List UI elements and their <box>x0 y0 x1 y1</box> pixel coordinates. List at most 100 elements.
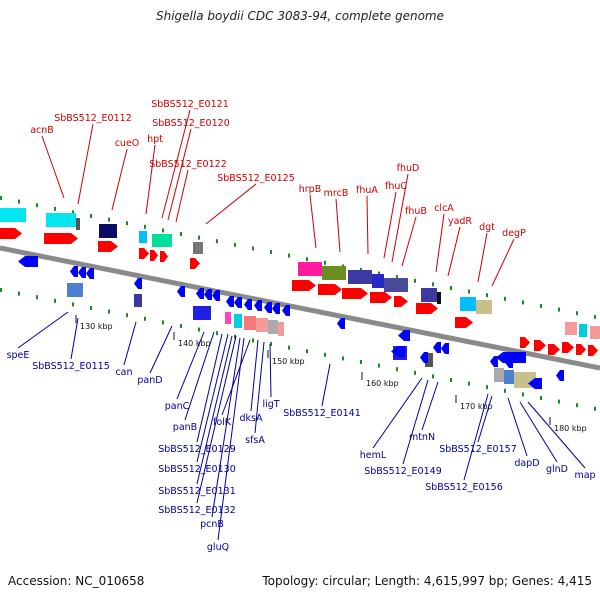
reverse-gene-arrow[interactable] <box>86 268 94 279</box>
feature-block[interactable] <box>152 234 172 247</box>
gene-label[interactable]: sfsA <box>245 435 265 446</box>
gene-label[interactable]: SbBS512_E0130 <box>158 464 236 475</box>
forward-gene-arrow[interactable] <box>576 344 586 355</box>
gene-label[interactable]: hrpB <box>299 184 321 195</box>
gene-label[interactable]: panD <box>137 375 162 386</box>
feature-block[interactable] <box>99 224 117 238</box>
feature-block[interactable] <box>421 288 437 302</box>
forward-gene-arrow[interactable] <box>588 345 598 356</box>
feature-block[interactable] <box>298 262 322 276</box>
reverse-gene-arrow[interactable] <box>78 267 86 278</box>
reverse-gene-arrow[interactable] <box>398 330 410 341</box>
gene-label[interactable]: panB <box>173 422 197 433</box>
gene-label[interactable]: cueO <box>115 138 140 149</box>
feature-block[interactable] <box>565 322 577 335</box>
reverse-gene-arrow[interactable] <box>528 378 542 389</box>
feature-block[interactable] <box>579 324 587 337</box>
reverse-gene-arrow[interactable] <box>212 290 220 301</box>
feature-block[interactable] <box>46 213 76 227</box>
feature-block[interactable] <box>234 314 242 328</box>
feature-block[interactable] <box>278 322 284 336</box>
forward-gene-arrow[interactable] <box>370 292 392 303</box>
forward-gene-arrow[interactable] <box>416 303 438 314</box>
reverse-gene-arrow[interactable] <box>433 342 441 353</box>
reverse-gene-arrow[interactable] <box>420 352 428 363</box>
feature-block[interactable] <box>476 300 492 314</box>
feature-block[interactable] <box>460 297 476 311</box>
feature-block[interactable] <box>504 370 514 384</box>
forward-gene-arrow[interactable] <box>44 233 78 244</box>
reverse-gene-arrow[interactable] <box>234 297 242 308</box>
reverse-gene-arrow[interactable] <box>441 343 449 354</box>
reverse-gene-arrow[interactable] <box>490 356 498 367</box>
gene-label[interactable]: SbBS512_E0121 <box>151 99 229 110</box>
feature-block[interactable] <box>590 326 600 339</box>
feature-block[interactable] <box>67 283 83 297</box>
reverse-gene-arrow[interactable] <box>196 288 204 299</box>
forward-gene-arrow[interactable] <box>394 296 408 307</box>
feature-block[interactable] <box>244 316 256 330</box>
gene-label[interactable]: dgt <box>479 222 495 233</box>
gene-label[interactable]: gluQ <box>207 542 229 553</box>
reverse-gene-arrow[interactable] <box>264 302 272 313</box>
forward-gene-arrow[interactable] <box>139 248 149 259</box>
gene-label[interactable]: SbBS512_E0156 <box>425 482 503 493</box>
feature-block[interactable] <box>256 318 268 332</box>
reverse-gene-arrow[interactable] <box>337 318 345 329</box>
feature-block[interactable] <box>372 274 384 288</box>
gene-label[interactable]: SbBS512_E0120 <box>152 118 230 129</box>
feature-block[interactable] <box>193 242 203 254</box>
forward-gene-arrow[interactable] <box>150 250 158 261</box>
gene-label[interactable]: SbBS512_E0125 <box>217 173 295 184</box>
reverse-gene-arrow[interactable] <box>505 357 513 368</box>
reverse-gene-arrow[interactable] <box>18 256 38 267</box>
gene-label[interactable]: SbBS512_E0112 <box>54 113 132 124</box>
gene-label[interactable]: SbBS512_E0141 <box>283 408 361 419</box>
forward-gene-arrow[interactable] <box>548 344 560 355</box>
gene-label[interactable]: hemL <box>360 450 387 461</box>
gene-label[interactable]: dapD <box>514 458 539 469</box>
feature-block[interactable] <box>139 231 147 243</box>
gene-label[interactable]: pcnB <box>200 519 224 530</box>
reverse-gene-arrow[interactable] <box>282 305 290 316</box>
reverse-gene-arrow[interactable] <box>272 303 280 314</box>
reverse-gene-arrow[interactable] <box>70 266 78 277</box>
feature-block[interactable] <box>494 368 504 382</box>
reverse-gene-arrow[interactable] <box>204 289 212 300</box>
feature-block[interactable] <box>76 218 80 230</box>
gene-label[interactable]: mtnN <box>409 432 435 443</box>
gene-label[interactable]: map <box>574 470 595 481</box>
reverse-gene-arrow[interactable] <box>254 300 262 311</box>
reverse-gene-arrow[interactable] <box>177 286 185 297</box>
forward-gene-arrow[interactable] <box>190 258 200 269</box>
reverse-gene-arrow[interactable] <box>391 346 405 357</box>
gene-label[interactable]: hpt <box>147 134 163 145</box>
gene-label[interactable]: SbBS512_E0122 <box>149 159 227 170</box>
forward-gene-arrow[interactable] <box>160 251 168 262</box>
gene-label[interactable]: clcA <box>434 203 454 214</box>
feature-block[interactable] <box>348 270 372 284</box>
feature-block[interactable] <box>225 312 231 324</box>
forward-gene-arrow[interactable] <box>342 288 368 299</box>
gene-label[interactable]: acnB <box>30 125 54 136</box>
gene-label[interactable]: mrcB <box>324 188 349 199</box>
gene-label[interactable]: SbBS512_E0131 <box>158 486 236 497</box>
forward-gene-arrow[interactable] <box>534 340 546 351</box>
gene-label[interactable]: dksA <box>240 413 263 424</box>
gene-label[interactable]: degP <box>502 228 526 239</box>
feature-block[interactable] <box>0 208 26 222</box>
feature-block[interactable] <box>437 292 441 304</box>
forward-gene-arrow[interactable] <box>520 337 530 348</box>
feature-block[interactable] <box>193 306 211 320</box>
reverse-gene-arrow[interactable] <box>134 278 142 289</box>
gene-label[interactable]: SbBS512_E0157 <box>439 444 517 455</box>
forward-gene-arrow[interactable] <box>0 228 22 239</box>
gene-label[interactable]: SbBS512_E0132 <box>158 505 236 516</box>
gene-label[interactable]: fhuA <box>356 185 378 196</box>
gene-label[interactable]: glnD <box>546 464 568 475</box>
gene-label[interactable]: speE <box>7 350 30 361</box>
gene-label[interactable]: SbBS512_E0115 <box>32 361 110 372</box>
gene-label[interactable]: yadR <box>448 216 472 227</box>
forward-gene-arrow[interactable] <box>562 342 574 353</box>
gene-label[interactable]: can <box>115 367 132 378</box>
